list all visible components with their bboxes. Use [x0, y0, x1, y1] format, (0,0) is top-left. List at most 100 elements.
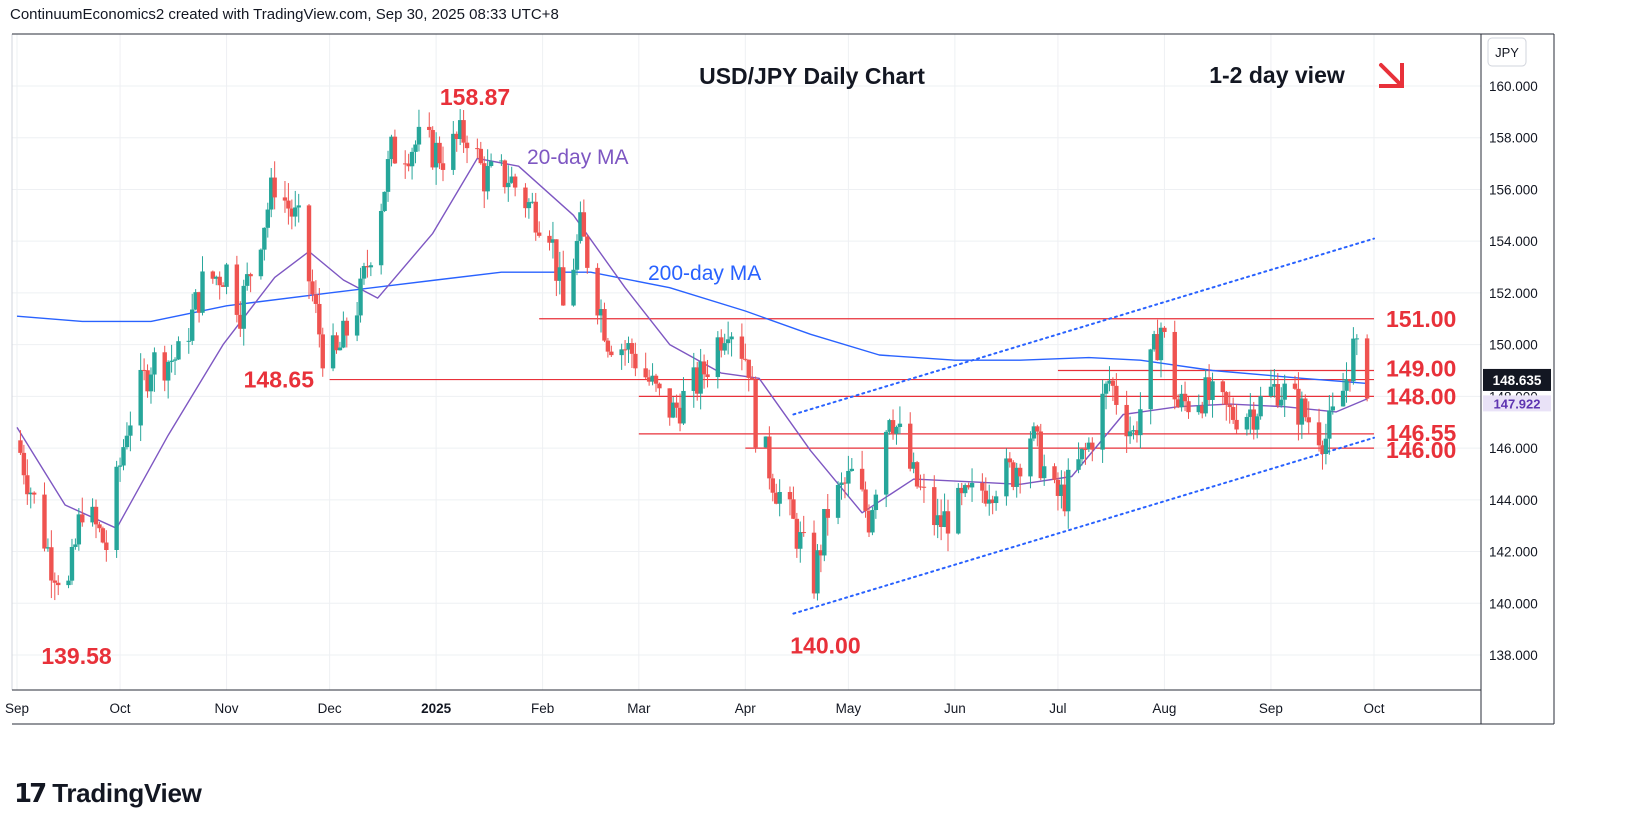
- candle: [530, 192, 535, 204]
- candle: [1272, 368, 1277, 398]
- candle: [457, 109, 463, 146]
- candle-body: [1114, 385, 1119, 405]
- candle: [839, 472, 844, 500]
- candle: [1248, 393, 1253, 435]
- candle: [502, 159, 508, 194]
- candle-body: [296, 205, 301, 208]
- candle: [866, 504, 872, 537]
- candle: [794, 512, 800, 558]
- candle-body: [938, 515, 944, 528]
- candle: [674, 394, 679, 418]
- candle-body: [763, 436, 769, 448]
- channel-lower-line: [792, 436, 1375, 615]
- candle-body: [430, 129, 435, 168]
- candle: [97, 521, 102, 533]
- candle: [224, 262, 229, 295]
- ma20-label: 20-day MA: [527, 146, 629, 169]
- candle: [1258, 386, 1263, 420]
- candle-body: [1323, 438, 1329, 454]
- candle: [605, 337, 611, 358]
- candle-body: [1251, 409, 1256, 430]
- candle: [911, 452, 916, 474]
- candle-body: [1124, 404, 1129, 437]
- candle-body: [897, 423, 903, 427]
- candle: [571, 258, 576, 307]
- candle-body: [1059, 484, 1064, 496]
- candle-body: [1296, 388, 1301, 425]
- candle: [945, 499, 951, 552]
- candle-body: [1179, 393, 1184, 408]
- candle: [835, 481, 841, 525]
- candle-body: [265, 209, 270, 228]
- candle: [1086, 437, 1092, 453]
- candle-body: [653, 375, 659, 384]
- candle: [1158, 322, 1164, 378]
- candle-body: [911, 462, 916, 469]
- candle-body: [791, 499, 796, 519]
- candle-body: [454, 133, 459, 139]
- candle-body: [413, 144, 418, 152]
- candle: [382, 191, 387, 213]
- candle: [1124, 390, 1129, 453]
- candle-body: [248, 274, 253, 277]
- candle-body: [114, 466, 119, 551]
- candle: [536, 221, 542, 238]
- candle: [1282, 374, 1287, 417]
- candle: [622, 340, 628, 366]
- candle: [52, 572, 57, 601]
- tradingview-logo[interactable]: 17 TradingView: [14, 778, 202, 809]
- candle-body: [1031, 426, 1037, 439]
- candle: [1076, 442, 1081, 474]
- candle: [1179, 384, 1184, 412]
- candle: [894, 425, 899, 445]
- annotation-trough: 139.58: [41, 643, 112, 669]
- candle-body: [887, 420, 892, 432]
- candle-body: [100, 528, 106, 543]
- candle-body: [966, 485, 971, 488]
- candle-body: [657, 383, 662, 389]
- candle: [210, 270, 216, 284]
- candle: [1134, 421, 1140, 443]
- candle-body: [1014, 467, 1019, 487]
- candle: [172, 357, 178, 376]
- candle-body: [317, 303, 322, 335]
- y-tick-label: 144.000: [1489, 493, 1538, 508]
- candle-body: [983, 490, 988, 504]
- annotation-level-right: 151.00: [1386, 306, 1456, 332]
- candle: [849, 458, 855, 472]
- candle-body: [674, 402, 679, 408]
- candle: [1299, 391, 1305, 439]
- candle-body: [234, 264, 240, 315]
- candle-body: [200, 271, 205, 313]
- candle-body: [52, 580, 57, 583]
- candle: [1148, 348, 1153, 425]
- candle: [114, 460, 119, 558]
- candle: [1354, 334, 1360, 356]
- candle-body: [1131, 430, 1136, 432]
- x-tick-label: Oct: [1363, 701, 1384, 716]
- candle-body: [416, 126, 422, 145]
- candle: [220, 282, 226, 287]
- candle-body: [1227, 404, 1232, 408]
- candle-body: [633, 353, 638, 369]
- candle: [141, 358, 147, 381]
- candle-body: [719, 337, 724, 351]
- candle-body: [959, 487, 964, 494]
- candle-body: [619, 349, 624, 356]
- candle: [241, 279, 246, 346]
- x-tick-label: Sep: [1259, 701, 1283, 716]
- candle-body: [49, 547, 54, 581]
- currency-label: JPY: [1495, 45, 1519, 60]
- candle: [1066, 458, 1071, 529]
- y-tick-label: 138.000: [1489, 648, 1538, 663]
- candle: [334, 332, 339, 354]
- candle-body: [1364, 338, 1370, 399]
- annotation-level-left: 148.65: [244, 367, 315, 393]
- candle-body: [818, 550, 824, 556]
- candle: [859, 450, 865, 492]
- candle: [883, 429, 889, 508]
- candle-body: [1100, 393, 1105, 450]
- candle-body: [1011, 462, 1016, 487]
- candle: [1038, 423, 1043, 481]
